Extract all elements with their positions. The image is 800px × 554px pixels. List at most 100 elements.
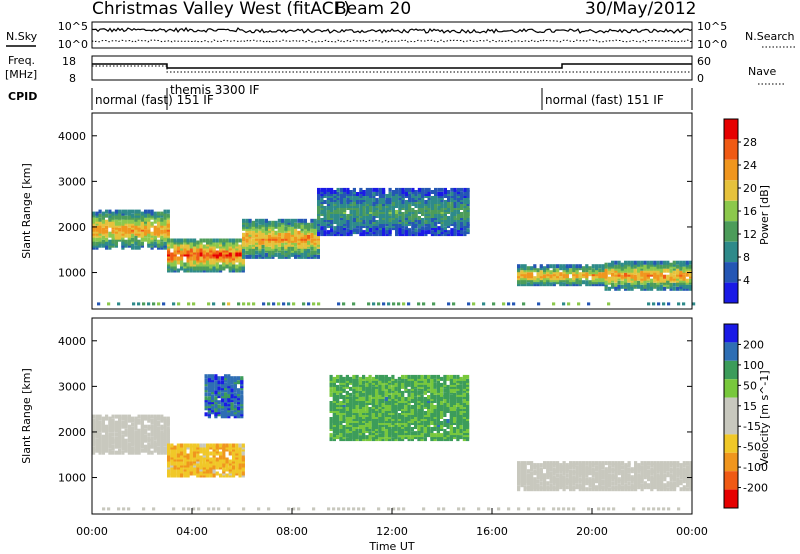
scatter-cell	[384, 401, 388, 405]
scatter-cell	[408, 204, 412, 208]
scatter-cell	[167, 250, 171, 255]
scatter-cell	[196, 443, 200, 448]
scatter-cell	[202, 244, 206, 249]
scatter-cell	[420, 388, 424, 393]
scatter-cell	[137, 213, 141, 218]
scatter-cell	[433, 374, 437, 379]
scatter-cell	[105, 209, 109, 214]
scatter-cell	[98, 209, 102, 214]
scatter-cell	[228, 443, 232, 448]
scatter-cell	[427, 431, 431, 436]
scatter-cell	[307, 222, 311, 227]
scatter-cell	[517, 485, 521, 490]
near-range-cell	[492, 302, 496, 306]
scatter-cell	[176, 238, 180, 243]
scatter-cell	[456, 187, 460, 192]
scatter-cell	[453, 187, 457, 192]
scatter-cell	[137, 418, 141, 423]
scatter-cell	[446, 419, 450, 423]
scatter-cell	[362, 397, 366, 401]
scatter-cell	[320, 190, 324, 194]
scatter-cell	[397, 437, 401, 442]
scatter-cell	[365, 395, 369, 399]
scatter-cell	[533, 264, 537, 269]
scatter-cell	[440, 376, 444, 381]
scatter-cell	[206, 238, 210, 243]
colorbar-tick-label: 24	[743, 159, 757, 172]
scatter-cell	[624, 272, 628, 277]
scatter-cell	[352, 431, 356, 436]
scatter-cell	[147, 442, 151, 447]
scatter-cell	[345, 413, 349, 417]
scatter-cell	[388, 204, 392, 208]
scatter-cell	[407, 431, 411, 436]
scatter-cell	[173, 453, 177, 458]
scatter-cell	[92, 418, 96, 423]
scatter-cell	[227, 374, 231, 379]
scatter-cell	[378, 226, 382, 231]
scatter-cell	[358, 431, 362, 436]
scatter-cell	[349, 419, 353, 423]
scatter-cell	[240, 376, 244, 381]
scatter-cell	[611, 260, 615, 265]
scatter-cell	[303, 218, 307, 223]
scatter-cell	[204, 374, 208, 379]
scatter-cell	[193, 457, 197, 462]
scatter-cell	[598, 272, 602, 277]
scatter-cell	[352, 415, 356, 419]
power-panel-frame	[91, 112, 693, 310]
scatter-cell	[523, 467, 527, 472]
scatter-cell	[456, 374, 460, 379]
scatter-cell	[585, 264, 589, 269]
scatter-cell	[533, 477, 537, 482]
scatter-cell	[323, 226, 327, 231]
date-label: 30/May/2012	[585, 0, 697, 19]
freq-unit-label: [MHz]	[5, 68, 37, 81]
scatter-cell	[369, 190, 373, 194]
scatter-cell	[436, 395, 440, 399]
scatter-cell	[287, 232, 291, 237]
scatter-cell	[238, 451, 242, 456]
scatter-cell	[410, 431, 414, 436]
scatter-cell	[601, 469, 605, 474]
scatter-cell	[526, 485, 530, 490]
scatter-cell	[134, 235, 138, 240]
scatter-cell	[388, 395, 392, 399]
scatter-cell	[421, 212, 425, 216]
scatter-cell	[394, 425, 398, 429]
scatter-cell	[423, 423, 427, 427]
scatter-cell	[398, 187, 402, 192]
scatter-cell	[672, 270, 676, 275]
scatter-cell	[225, 465, 229, 470]
scatter-cell	[209, 457, 213, 462]
scatter-cell	[281, 252, 285, 257]
near-range-cell	[512, 302, 516, 306]
scatter-cell	[251, 252, 255, 257]
scatter-cell	[646, 282, 650, 287]
scatter-cell	[401, 222, 405, 226]
scatter-cell	[336, 374, 340, 379]
scatter-cell	[588, 270, 592, 275]
scatter-cell	[330, 187, 334, 192]
near-range-cell	[682, 302, 686, 306]
scatter-cell	[330, 204, 334, 208]
scatter-cell	[397, 423, 401, 427]
scatter-cell	[140, 241, 144, 246]
scatter-cell	[423, 433, 427, 438]
scatter-cell	[95, 237, 99, 242]
scatter-cell	[261, 244, 265, 249]
scatter-cell	[189, 256, 193, 261]
scatter-cell	[238, 473, 242, 478]
colorbar-tick-label: 16	[743, 205, 757, 218]
scatter-cell	[220, 410, 224, 415]
scatter-cell	[193, 453, 197, 458]
scatter-cell	[137, 414, 141, 419]
scatter-cell	[362, 374, 366, 379]
scatter-cell	[417, 431, 421, 436]
scatter-cell	[430, 230, 434, 235]
scatter-cell	[183, 443, 187, 448]
scatter-cell	[520, 467, 524, 472]
scatter-cell	[215, 443, 219, 448]
scatter-cell	[375, 405, 379, 409]
scatter-cell	[588, 461, 592, 466]
